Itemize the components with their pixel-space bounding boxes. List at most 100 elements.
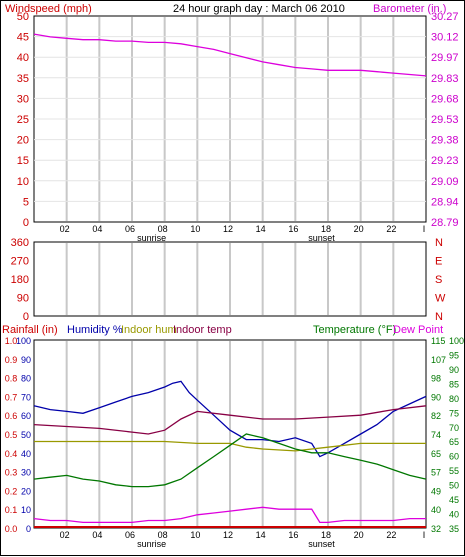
temperature-tick-label: 82 xyxy=(431,411,441,421)
hour-tick-label: 02 xyxy=(60,224,70,234)
humidity-tick-label: 90 xyxy=(21,355,31,365)
barometer-tick-label: 30.27 xyxy=(431,11,459,23)
direction-tick-label: 270 xyxy=(11,256,29,268)
barometer-tick-label: 28.79 xyxy=(431,217,459,229)
sunrise-label: sunrise xyxy=(137,539,166,549)
compass-tick-label: S xyxy=(435,274,442,286)
direction-tick-label: 360 xyxy=(11,237,29,249)
temperature-tick-label-alt: 80 xyxy=(449,394,459,404)
panel1-series xyxy=(33,33,427,77)
hour-tick-label: 10 xyxy=(190,224,200,234)
barometer-axis-label: Barometer (in.) xyxy=(373,3,446,15)
rainfall-tick-label: 0.1 xyxy=(5,505,18,515)
humidity-tick-label: 20 xyxy=(21,486,31,496)
temperature-tick-label-alt: 90 xyxy=(449,365,459,375)
panel2-grid xyxy=(65,243,395,315)
hour-tick-label: 10 xyxy=(190,530,200,540)
rainfall-tick-label: 0.0 xyxy=(5,524,18,534)
legend-humidity: Humidity % xyxy=(67,324,123,336)
windspeed-axis-label: Windspeed (mph) xyxy=(5,3,92,15)
compass-tick-label: N xyxy=(435,237,443,249)
windspeed-tick-label: 50 xyxy=(17,11,29,23)
hour-tick-label: 16 xyxy=(288,224,298,234)
temperature-tick-label: 32 xyxy=(431,524,441,534)
rainfall-tick-label: 0.6 xyxy=(5,411,18,421)
indoor-temp-line xyxy=(33,405,427,435)
barometer-line xyxy=(33,33,427,77)
windspeed-tick-label: 20 xyxy=(17,135,29,147)
legend-temperature: Temperature (°F) xyxy=(313,324,396,336)
temperature-tick-label-alt: 65 xyxy=(449,437,459,447)
humidity-tick-label: 60 xyxy=(21,411,31,421)
temperature-tick-label-alt: 45 xyxy=(449,495,459,505)
chart-title: 24 hour graph day : March 06 2010 xyxy=(173,3,345,15)
compass-tick-label: N xyxy=(435,311,443,323)
hour-tick-label: 18 xyxy=(321,530,331,540)
hour-tick-label: 02 xyxy=(60,530,70,540)
barometer-tick-label: 29.23 xyxy=(431,155,459,167)
humidity-tick-label: 80 xyxy=(21,374,31,384)
windspeed-tick-label: 40 xyxy=(17,52,29,64)
temperature-line xyxy=(33,433,427,488)
hour-tick-label: 16 xyxy=(288,530,298,540)
barometer-tick-label: 29.38 xyxy=(431,135,459,147)
rainfall-tick-label: 0.4 xyxy=(5,449,18,459)
hour-tick-label: 04 xyxy=(92,224,102,234)
humidity--line xyxy=(33,380,427,458)
temperature-tick-label: 98 xyxy=(431,374,441,384)
sunset-label: sunset xyxy=(308,233,335,243)
temperature-tick-label: 49 xyxy=(431,486,441,496)
barometer-tick-label: 29.83 xyxy=(431,73,459,85)
barometer-tick-label: 29.53 xyxy=(431,114,459,126)
axis-tick-labels: 0 5 10 15 20 25 30 35 40 45 50 28.79 28.94 29.09 29.23… xyxy=(5,11,464,549)
hour-tick-label: 08 xyxy=(158,224,168,234)
rainfall-tick-label: 0.2 xyxy=(5,486,18,496)
hour-tick-label: 20 xyxy=(354,530,364,540)
hour-tick-label: 06 xyxy=(125,224,135,234)
rainfall-tick-label: 0.8 xyxy=(5,374,18,384)
temperature-tick-label-alt: 100 xyxy=(449,336,464,346)
humidity-tick-label: 30 xyxy=(21,468,31,478)
windspeed-tick-label: 25 xyxy=(17,114,29,126)
rainfall-tick-label: 1.0 xyxy=(5,336,18,346)
direction-tick-label: 180 xyxy=(11,274,29,286)
sunrise-label: sunrise xyxy=(137,233,166,243)
direction-tick-label: 90 xyxy=(17,293,29,305)
rainfall-tick-label: 0.9 xyxy=(5,355,18,365)
sunset-label: sunset xyxy=(308,539,335,549)
temperature-tick-label-alt: 40 xyxy=(449,510,459,520)
temperature-tick-label-alt: 35 xyxy=(449,524,459,534)
indoor-hum-line xyxy=(34,440,426,452)
windspeed-tick-label: 30 xyxy=(17,93,29,105)
hour-tick-label: 22 xyxy=(386,224,396,234)
hour-tick-label: 08 xyxy=(158,530,168,540)
windspeed-tick-label: 15 xyxy=(17,155,29,167)
hour-tick-label: 12 xyxy=(223,530,233,540)
temperature-tick-label: 107 xyxy=(431,355,446,365)
hour-tick-label: 14 xyxy=(256,530,266,540)
temperature-tick-label-alt: 95 xyxy=(449,350,459,360)
barometer-tick-label: 29.09 xyxy=(431,176,459,188)
hour-tick-label: 18 xyxy=(321,224,331,234)
hour-tick-label: 14 xyxy=(256,224,266,234)
humidity-tick-label: 0 xyxy=(26,524,31,534)
temperature-tick-label: 40 xyxy=(431,505,441,515)
barometer-tick-label: 28.94 xyxy=(431,196,459,208)
hour-tick-label: I xyxy=(423,224,426,234)
temperature-tick-label-alt: 70 xyxy=(449,423,459,433)
dew-point-line xyxy=(33,506,426,524)
legend-indoor-hum: Indoor hum xyxy=(121,324,177,336)
humidity-tick-label: 100 xyxy=(16,336,31,346)
windspeed-tick-label: 35 xyxy=(17,73,29,85)
legend-dew-point: Dew Point xyxy=(393,324,443,336)
windspeed-tick-label: 5 xyxy=(23,196,29,208)
panel1-grid xyxy=(34,17,426,221)
compass-tick-label: E xyxy=(435,256,442,268)
temperature-tick-label: 90 xyxy=(431,392,441,402)
windspeed-tick-label: 0 xyxy=(23,217,29,229)
temperature-tick-label: 74 xyxy=(431,430,441,440)
temperature-tick-label-alt: 55 xyxy=(449,466,459,476)
hour-tick-label: I xyxy=(423,530,426,540)
